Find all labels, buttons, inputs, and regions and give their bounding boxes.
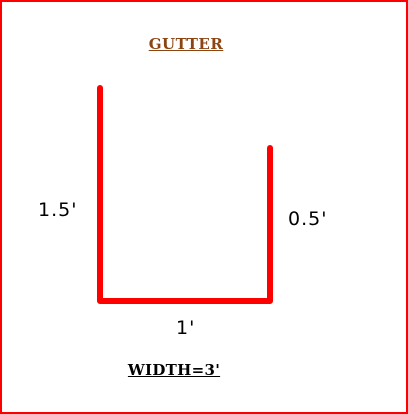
gutter-profile-line (97, 85, 273, 304)
diagram-title: GUTTER (148, 35, 224, 53)
bottom-dimension: 1' (176, 317, 196, 339)
left-side-dimension: 1.5' (38, 199, 78, 221)
width-label: WIDTH=3' (127, 361, 221, 379)
right-side-dimension: 0.5' (288, 208, 328, 230)
